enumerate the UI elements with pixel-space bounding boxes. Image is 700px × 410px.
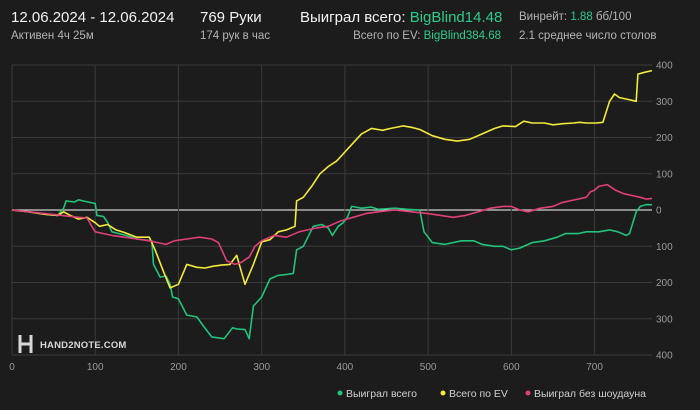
x-tick-label: 300 bbox=[253, 362, 270, 373]
x-tick-label: 600 bbox=[503, 362, 520, 373]
won-total-value: BigBlind14.48 bbox=[409, 9, 503, 26]
won-total-label: Выиграл всего: bbox=[300, 9, 406, 26]
hands-per-hour: 174 рук в час bbox=[200, 30, 271, 42]
legend-marker-1 bbox=[337, 390, 343, 396]
winrate-unit: бб/100 bbox=[595, 11, 632, 23]
won-total-summary: Выиграл всего: BigBlind14.48 bbox=[300, 9, 502, 26]
x-tick-label: 700 bbox=[586, 362, 603, 373]
hand2note-logo-text: HAND2NOTE.COM bbox=[40, 340, 127, 351]
y-tick-label: 100 bbox=[656, 242, 673, 253]
x-axis-ticks: 0 100 200 300 400 500 600 700 bbox=[9, 362, 603, 373]
winrate-value: 1.88 bbox=[570, 11, 593, 23]
hands-count: 769 Руки bbox=[200, 9, 262, 26]
series-line-1 bbox=[11, 199, 653, 340]
hand2note-logo-icon bbox=[18, 335, 33, 353]
winrate-summary: Винрейт: 1.88 бб/100 bbox=[519, 11, 631, 23]
date-range: 12.06.2024 - 12.06.2024 bbox=[11, 9, 175, 26]
y-tick-label: 100 bbox=[656, 169, 673, 180]
total-ev-label: Всего по EV: bbox=[353, 30, 421, 42]
y-tick-label: 200 bbox=[656, 133, 673, 144]
y-tick-label: 300 bbox=[656, 314, 673, 325]
x-tick-label: 100 bbox=[87, 362, 104, 373]
winrate-label: Винрейт: bbox=[519, 11, 568, 23]
series-line-3 bbox=[11, 183, 653, 266]
legend-marker-2 bbox=[440, 390, 446, 396]
chart-grid bbox=[11, 64, 652, 356]
y-tick-label: 400 bbox=[656, 61, 673, 72]
y-tick-label: 200 bbox=[656, 278, 673, 289]
y-tick-label: 0 bbox=[656, 206, 662, 217]
x-tick-label: 500 bbox=[420, 362, 437, 373]
series-line-2 bbox=[11, 69, 653, 289]
x-tick-label: 200 bbox=[170, 362, 187, 373]
legend-marker-3 bbox=[525, 390, 531, 396]
x-tick-label: 0 bbox=[9, 362, 15, 373]
y-tick-label: 300 bbox=[656, 97, 673, 108]
legend-label-1: Выиграл всего bbox=[346, 388, 417, 400]
active-time: Активен 4ч 25м bbox=[11, 30, 94, 42]
chart-legend: Выиграл всего Всего по EV Выиграл без шоуд… bbox=[337, 388, 646, 400]
chart-series bbox=[11, 69, 653, 340]
avg-tables: 2.1 среднее число столов bbox=[519, 30, 657, 42]
y-tick-label: 400 bbox=[656, 351, 673, 362]
legend-label-2: Всего по EV bbox=[449, 388, 508, 400]
legend-label-3: Выиграл без шоудауна bbox=[534, 388, 646, 400]
total-ev-value: BigBlind384.68 bbox=[423, 30, 501, 42]
y-axis-ticks: 400 300 200 100 0 100 200 300 400 bbox=[656, 61, 673, 362]
x-tick-label: 400 bbox=[337, 362, 354, 373]
hand2note-logo: HAND2NOTE.COM bbox=[18, 335, 127, 353]
total-ev-summary: Всего по EV: BigBlind384.68 bbox=[353, 30, 501, 42]
